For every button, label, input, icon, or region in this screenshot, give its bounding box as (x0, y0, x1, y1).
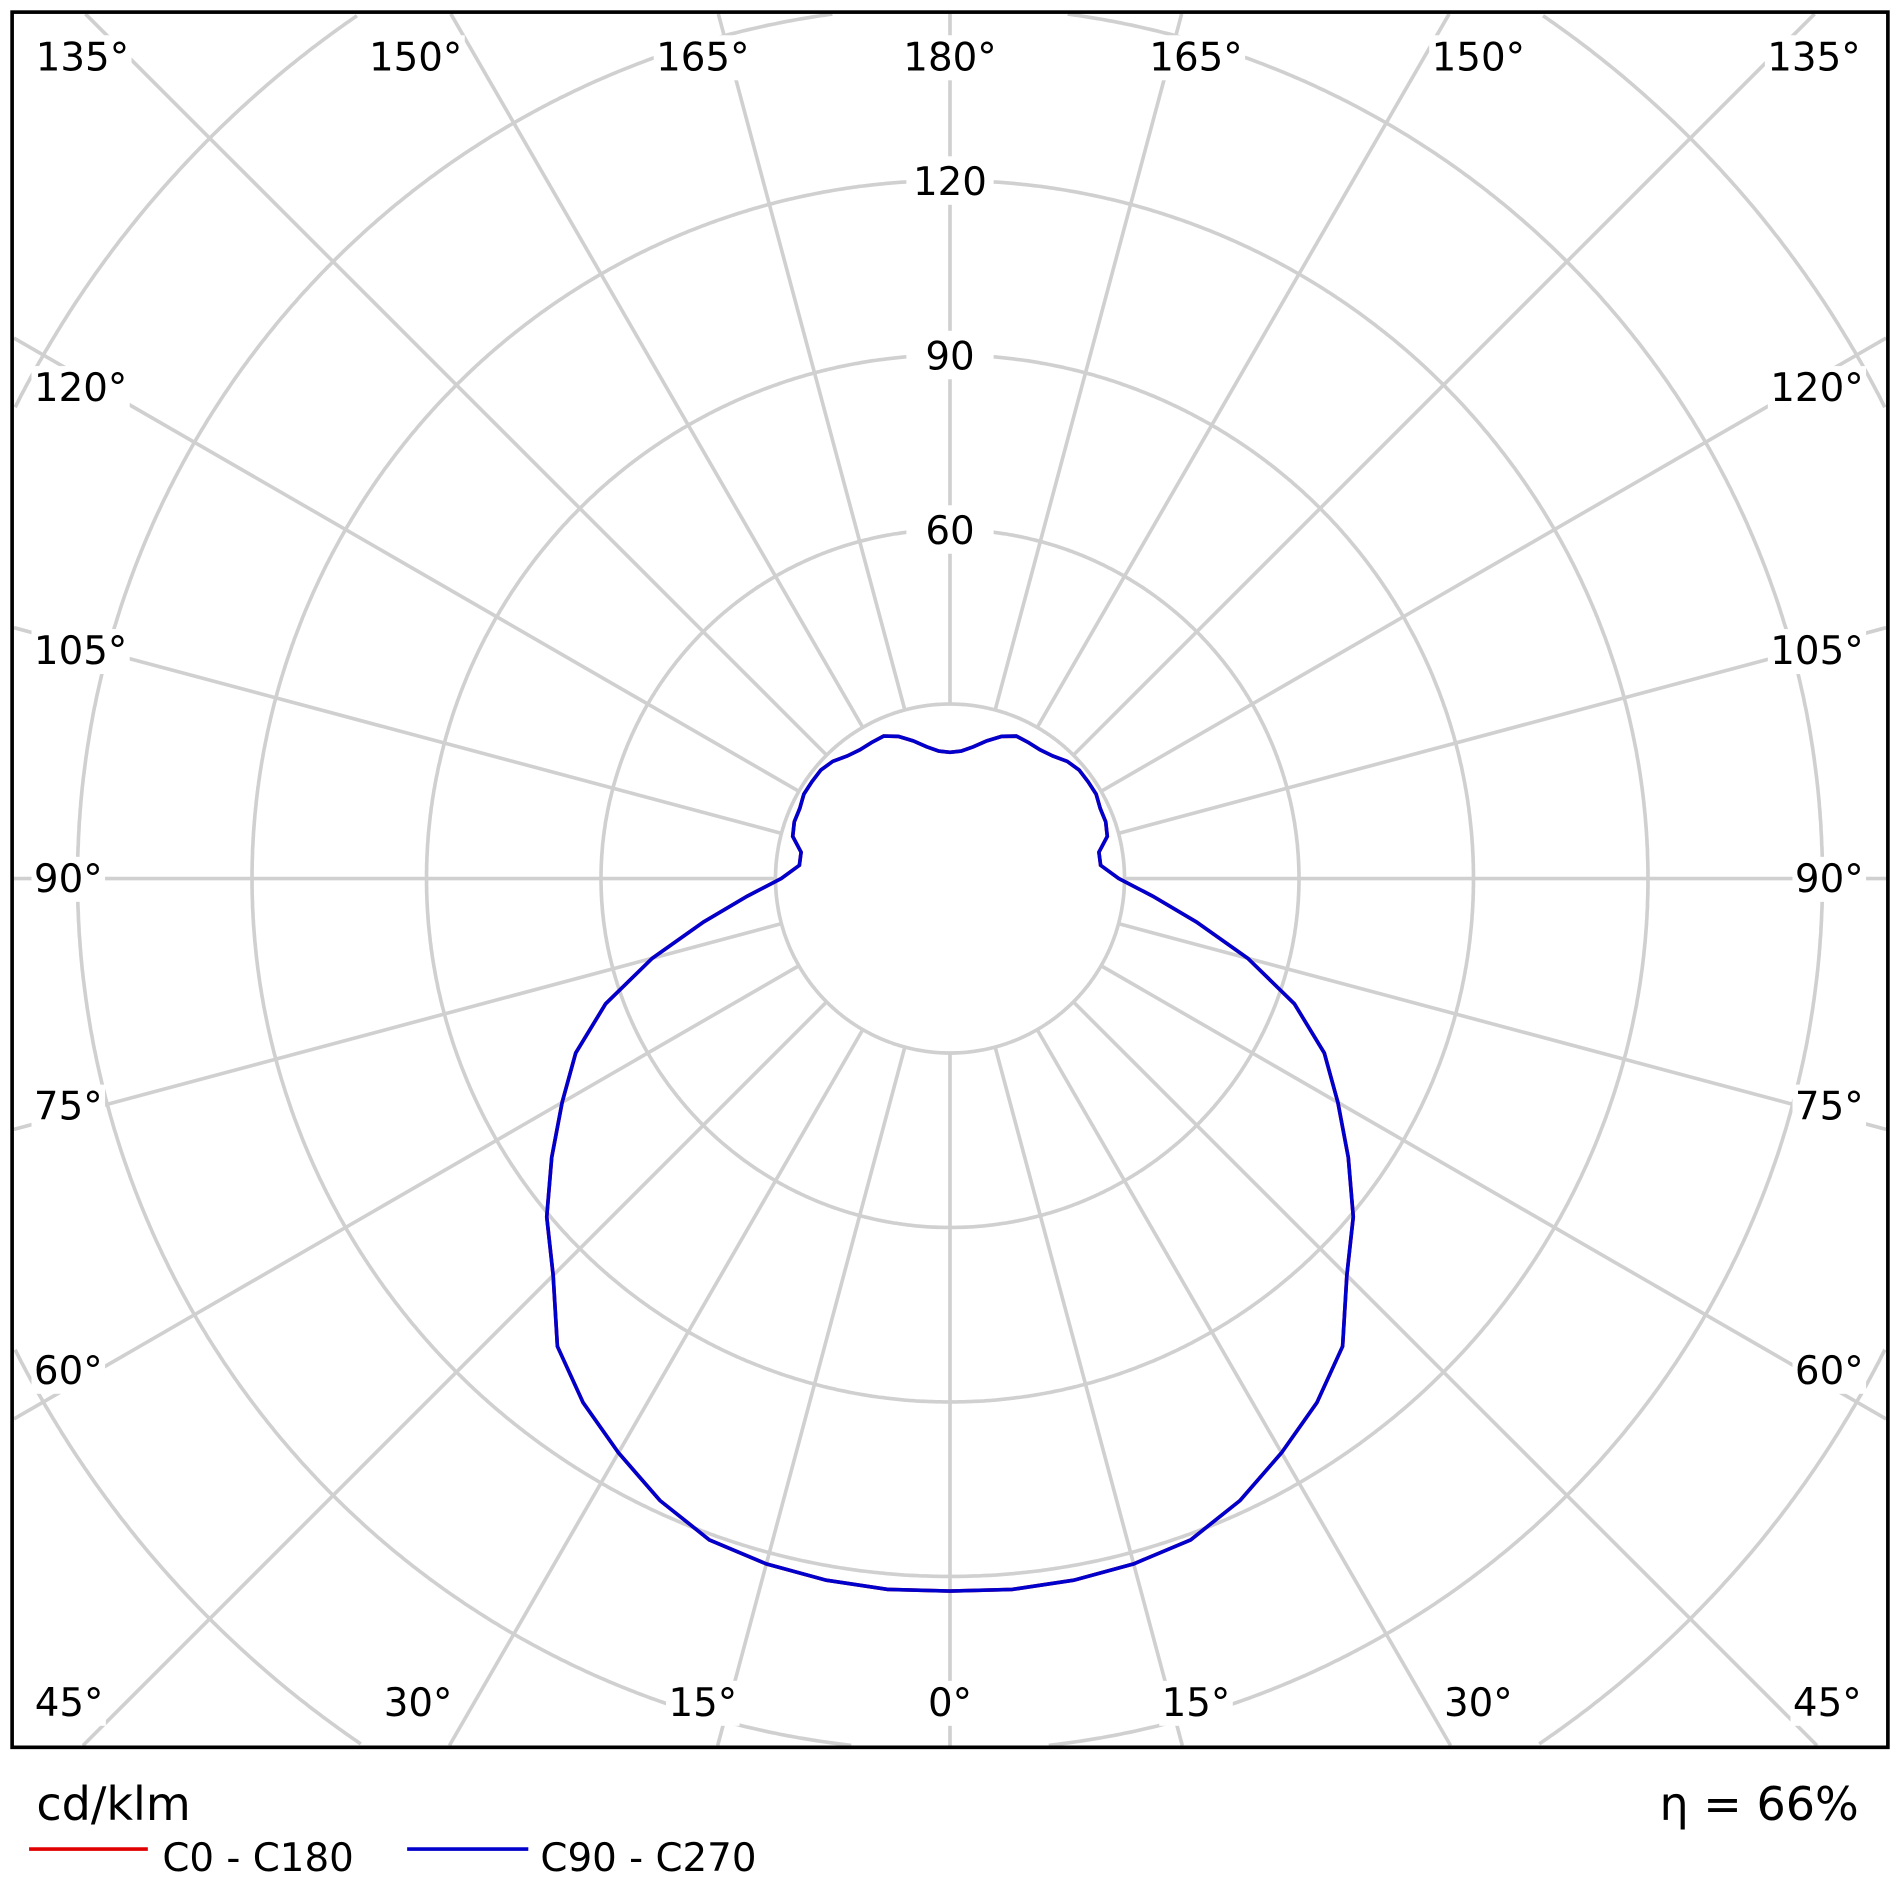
legend-label-c90-c270: C90 - C270 (540, 1836, 756, 1881)
angle-label-top: 135° (1767, 35, 1860, 80)
angle-label-bottom: 45° (1793, 1681, 1862, 1726)
angle-label-bottom-bg (925, 1680, 975, 1726)
angle-label-top-bg (1764, 35, 1864, 81)
grid-spoke-240 (13, 336, 800, 793)
angle-label-right-bg (1792, 856, 1867, 902)
grid-spoke-195 (716, 13, 907, 711)
grid-spoke-255 (13, 625, 782, 836)
angle-label-left: 90° (34, 857, 103, 902)
angle-label-left-bg (31, 856, 106, 902)
angle-label-top: 180° (903, 35, 996, 80)
angle-label-right-bg (1792, 1084, 1867, 1130)
legend: C0 - C180 C90 - C270 (29, 1836, 757, 1881)
angle-label-bottom: 45° (35, 1681, 104, 1726)
radial-label-bg-60 (906, 505, 994, 554)
radial-label-bg-120 (906, 156, 994, 205)
angle-label-bottom-bg (1159, 1680, 1233, 1726)
polar-grid (13, 12, 1887, 1748)
angle-label-bottom-bg (1790, 1680, 1865, 1726)
grid-spoke-300 (13, 964, 800, 1421)
angle-label-bottom: 0° (928, 1681, 972, 1726)
radial-tick-labels: 120 90 60 (906, 156, 994, 554)
angle-label-left: 120° (34, 366, 127, 411)
grid-ring-30 (773, 702, 1127, 1055)
plot-frame (10, 10, 1890, 1750)
angle-label-left-bg (31, 366, 130, 412)
grid-spoke-30 (1035, 1028, 1453, 1747)
angle-label-right: 105° (1770, 629, 1863, 674)
grid-spoke-135 (1072, 12, 1816, 757)
radial-label-bg-90 (906, 330, 994, 380)
efficiency-label: η = 66% (1659, 1777, 1858, 1831)
radial-tick-label: 60 (925, 509, 974, 554)
grid-ring-180 (13, 14, 1887, 1746)
angle-label-top: 135° (36, 35, 129, 80)
grid-spoke-150 (1035, 13, 1451, 729)
curves (544, 734, 1356, 1593)
angle-label-right: 60° (1795, 1349, 1864, 1394)
grid-spoke-45 (1072, 1000, 1819, 1747)
angle-label-left-bg (31, 629, 130, 675)
radial-tick-label: 120 (913, 160, 987, 205)
angle-label-right: 90° (1795, 857, 1864, 902)
grid-spoke-330 (447, 1028, 865, 1747)
angle-label-top-bg (33, 35, 132, 81)
grid-spoke-60 (1100, 964, 1887, 1421)
unit-label: cd/klm (36, 1777, 190, 1831)
angle-label-right-bg (1767, 629, 1867, 675)
angle-label-top: 150° (1432, 35, 1525, 80)
angle-label-left-bg (31, 1348, 106, 1394)
angle-label-top: 150° (369, 35, 462, 80)
angle-label-bottom: 15° (668, 1681, 737, 1726)
angle-label-left: 75° (34, 1085, 103, 1130)
angle-label-right-bg (1767, 366, 1867, 412)
curve-series-1 (544, 734, 1356, 1593)
grid-spoke-15 (993, 1046, 1185, 1746)
grid-spoke-120 (1100, 336, 1887, 793)
grid-spoke-225 (84, 12, 828, 757)
legend-label-c0-c180: C0 - C180 (162, 1836, 353, 1881)
angle-label-top: 165° (656, 35, 749, 80)
angle-label-bottom-bg (381, 1680, 455, 1726)
angle-label-top-bg (900, 35, 1000, 81)
angle-label-bottom: 30° (384, 1681, 453, 1726)
grid-spoke-165 (993, 13, 1184, 711)
angle-label-bottom-bg (666, 1680, 740, 1726)
grid-spoke-285 (13, 921, 782, 1132)
angle-label-top-bg (366, 35, 465, 81)
angle-label-left: 60° (34, 1349, 103, 1394)
grid-spoke-105 (1118, 625, 1887, 836)
angle-labels: 135° 150° 165° 180° 165° 150° 135° 45° 30° 15° 0° 1… (31, 35, 1867, 1726)
angle-label-bottom: 30° (1444, 1681, 1513, 1726)
angle-label-right: 120° (1770, 366, 1863, 411)
grid-spoke-345 (715, 1046, 907, 1746)
grid-spoke-315 (81, 1000, 828, 1747)
grid-spoke-210 (449, 13, 865, 729)
angle-label-left-bg (31, 1084, 106, 1130)
angle-label-top: 165° (1149, 35, 1242, 80)
angle-label-top-bg (1429, 35, 1528, 81)
angle-label-left: 105° (34, 629, 127, 674)
angle-label-top-bg (653, 35, 752, 81)
angle-label-right: 75° (1795, 1085, 1864, 1130)
angle-label-bottom-bg (32, 1680, 106, 1726)
angle-label-bottom-bg (1441, 1680, 1516, 1726)
grid-spoke-75 (1118, 921, 1887, 1132)
radial-tick-label: 90 (925, 335, 974, 380)
angle-label-bottom: 15° (1162, 1681, 1231, 1726)
angle-label-top-bg (1146, 35, 1246, 81)
angle-label-right-bg (1792, 1348, 1867, 1394)
